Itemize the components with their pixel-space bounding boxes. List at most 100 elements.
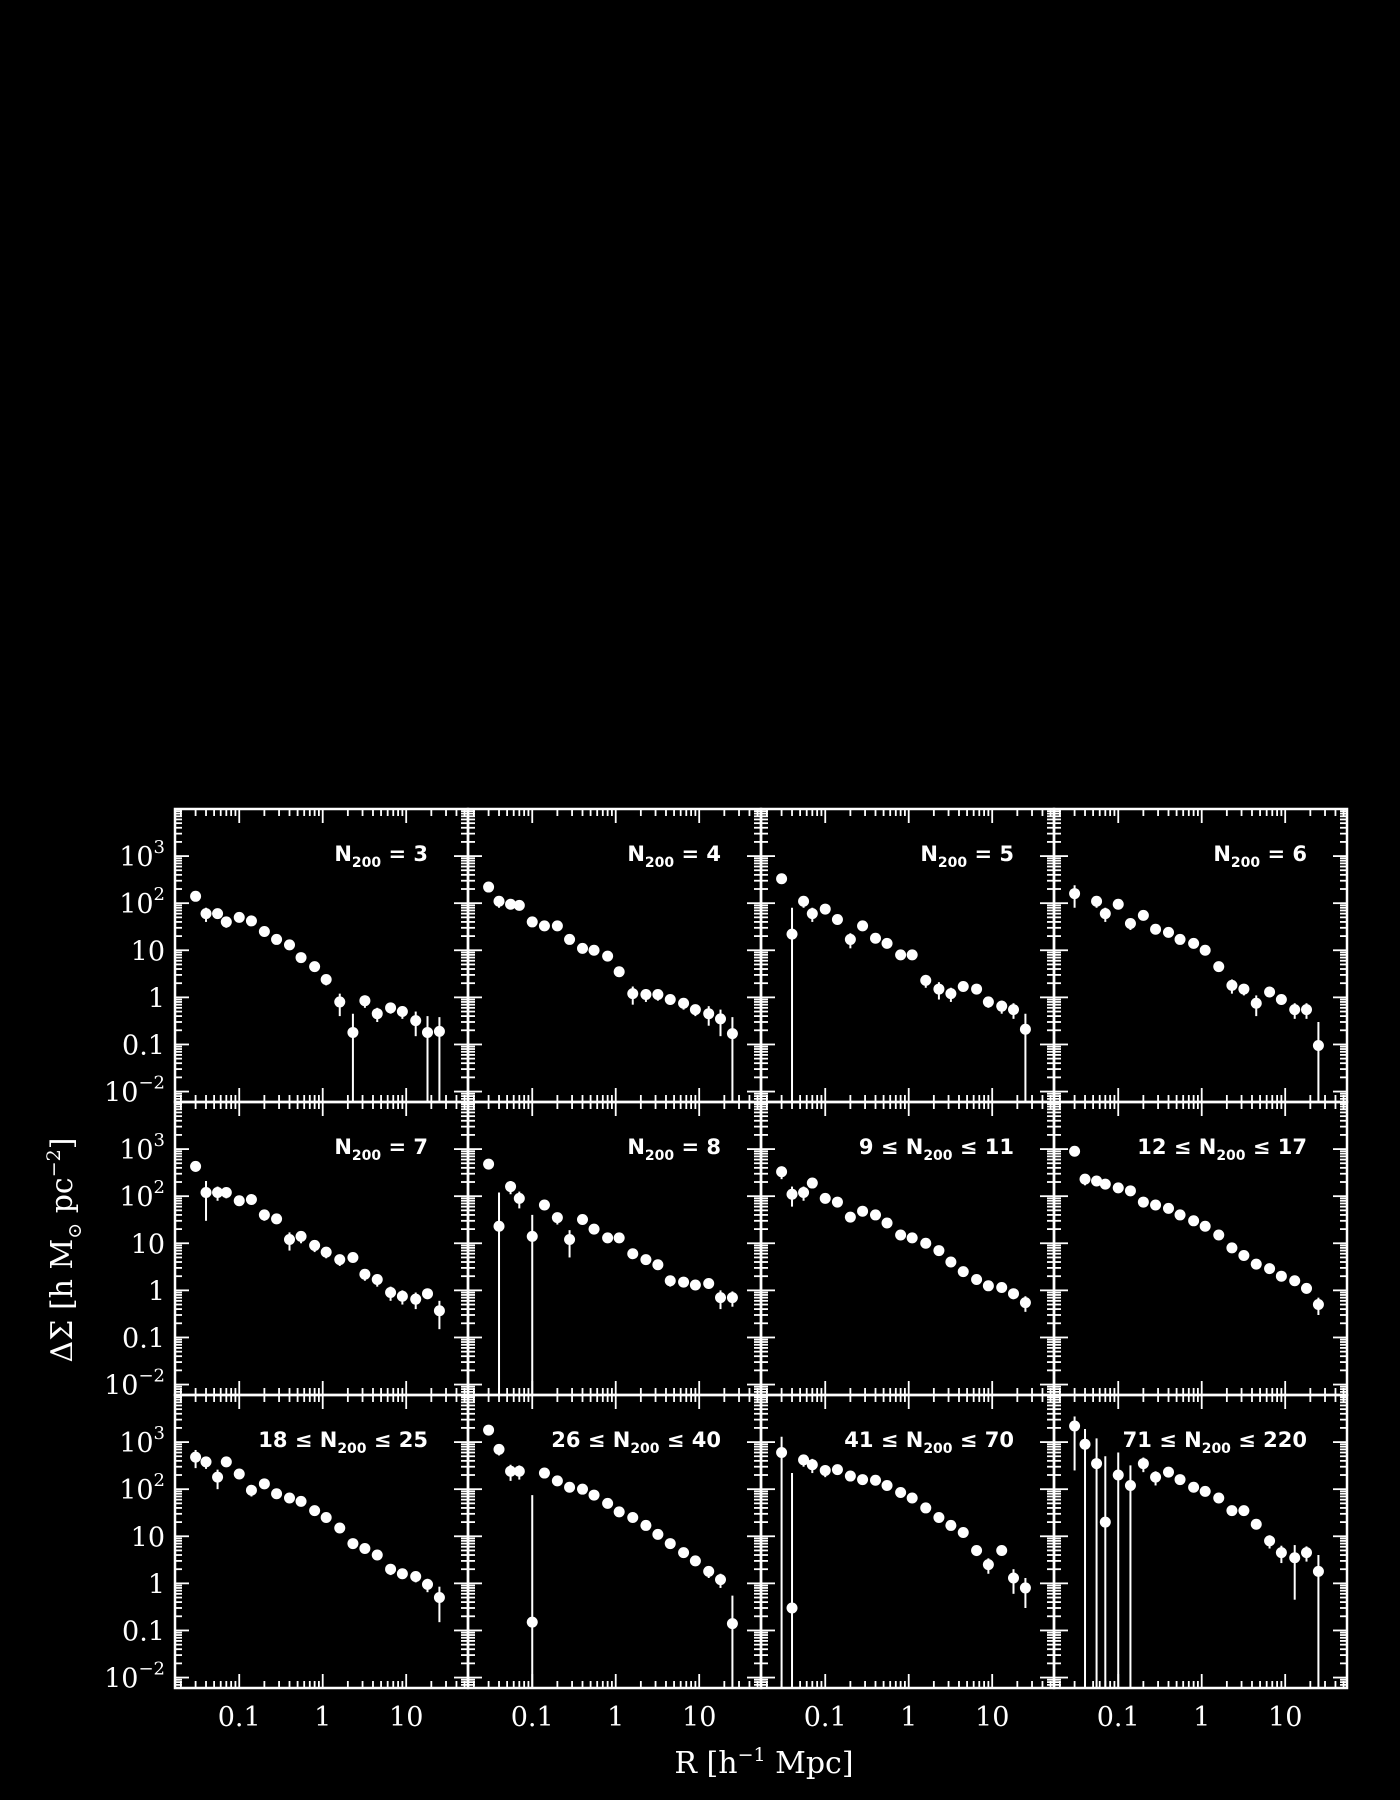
data-point [258,1209,270,1221]
data-point [776,1166,788,1178]
data-point [564,1234,576,1246]
data-point [996,1282,1008,1294]
data-point [505,1181,517,1193]
data-point [483,1158,495,1170]
panel-11: 0.1 1 10 41 ≤ N200 ≤ 70 [759,1393,1056,1733]
data-point [396,1290,408,1302]
data-point [1226,1242,1238,1254]
data-point [1099,908,1111,920]
x-tick-label: 1 [314,1702,331,1733]
y-tick-label: 10−2 [104,1659,165,1695]
data-point [831,1464,843,1476]
y-tick-label: 10−2 [104,1073,165,1109]
y-tick-label: 10 [131,936,165,967]
data-point [1238,1505,1250,1517]
data-point [982,996,994,1008]
data-point [1091,1175,1103,1187]
data-point [933,1512,945,1524]
data-point [726,1292,738,1304]
data-point [996,1544,1008,1556]
data-point [844,1211,856,1223]
data-point [640,1519,652,1531]
data-point [385,1563,397,1575]
data-point [652,1528,664,1540]
data-point [347,1251,359,1263]
data-point [258,926,270,938]
data-point [410,1570,422,1582]
data-point [1137,1458,1149,1470]
data-point [786,1602,798,1614]
data-point [271,1213,283,1225]
data-point [513,1192,525,1204]
y-tick-label: 0.1 [122,1323,165,1354]
data-point [798,1454,810,1466]
data-point [483,881,495,893]
data-point [483,1424,495,1436]
data-point [505,1465,517,1477]
data-point [640,989,652,1001]
data-point [895,1229,907,1241]
y-tick-label: 0.1 [122,1030,165,1061]
data-point [433,1592,445,1604]
data-point [957,1527,969,1539]
data-point [347,1026,359,1038]
data-point [1213,961,1225,973]
data-point [857,1205,869,1217]
data-point [945,1256,957,1268]
data-point [190,890,202,902]
y-tick-label: 103 [119,1130,165,1166]
panel-label: 18 ≤ N200 ≤ 25 [258,1428,428,1457]
data-point [1226,979,1238,991]
data-point [359,995,371,1007]
data-point [245,1194,257,1206]
data-point [320,973,332,985]
data-point [1019,1023,1031,1035]
data-point [1150,923,1162,935]
data-point [1264,1535,1276,1547]
data-point [1174,933,1186,945]
data-point [576,1213,588,1225]
data-point [433,1305,445,1317]
panel-label: N200 = 4 [627,842,721,871]
data-point [1079,1173,1091,1185]
data-point [493,1443,505,1455]
data-point [703,1008,715,1020]
data-point [283,1234,295,1246]
data-point [1199,1220,1211,1232]
y-tick-label: 1 [148,1276,165,1307]
data-point [1112,898,1124,910]
data-point [422,1578,434,1590]
data-point [371,1549,383,1561]
data-point [233,1195,245,1207]
data-point [627,1248,639,1260]
y-tick-label: 0.1 [122,1616,165,1647]
panel-label: 71 ≤ N200 ≤ 220 [1123,1428,1307,1457]
data-point [1137,909,1149,921]
data-point [1301,1547,1313,1559]
data-point [200,908,212,920]
data-point [806,908,818,920]
data-point [1199,944,1211,956]
data-point [190,1451,202,1463]
data-point [200,1456,212,1468]
data-point [906,1492,918,1504]
data-point [334,1254,346,1266]
data-point [602,1232,614,1244]
data-point [1069,1420,1081,1432]
data-point [1162,926,1174,938]
data-point [1069,1145,1081,1157]
data-point [1289,1275,1301,1287]
data-point [689,1555,701,1567]
data-point [726,1028,738,1040]
data-point [957,981,969,993]
data-point [1099,1516,1111,1528]
data-point [806,1459,818,1471]
data-point [1250,1258,1262,1270]
data-point [513,1465,525,1477]
data-point [385,1002,397,1014]
data-point [664,1275,676,1287]
data-point [1275,1270,1287,1282]
data-point [819,1464,831,1476]
y-tick-label: 102 [119,1470,165,1506]
data-point [564,1481,576,1493]
